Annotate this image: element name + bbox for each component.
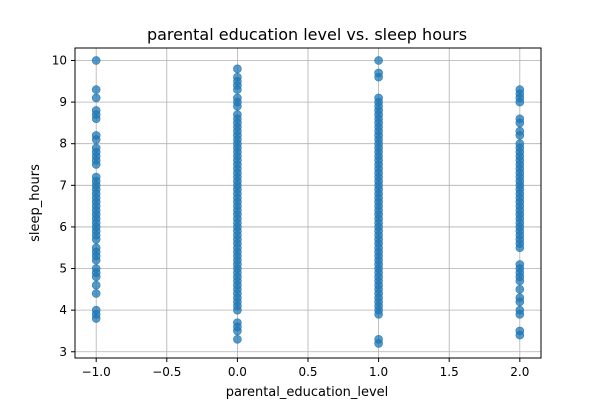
x-tick-label: 1.5	[440, 365, 459, 379]
scatter-point	[91, 235, 101, 244]
scatter-point	[91, 85, 101, 94]
x-tick-label: 0.5	[298, 365, 317, 379]
scatter-point	[515, 118, 525, 128]
scatter-point	[374, 56, 383, 65]
scatter-point	[233, 85, 242, 94]
x-axis-ticks: −1.0 −0.5 0.0 0.5 1.0 1.5 2.0	[82, 358, 529, 379]
scatter-point	[515, 285, 525, 294]
scatter-point	[515, 297, 525, 307]
scatter-point	[515, 330, 525, 340]
scatter-point	[374, 72, 383, 82]
scatter-point	[233, 64, 242, 74]
x-axis-label: parental_education_level	[226, 385, 389, 400]
scatter-point	[91, 280, 101, 290]
x-tick-label: 1.0	[369, 365, 388, 379]
scatter-point	[91, 314, 101, 323]
scatter-point	[91, 93, 101, 103]
scatter-point	[91, 114, 101, 124]
chart-title: parental education level vs. sleep hours	[147, 25, 467, 44]
grid	[75, 48, 541, 358]
scatter-point	[233, 326, 242, 336]
y-tick-label: 8	[59, 137, 67, 151]
scatter-point	[233, 305, 242, 315]
scatter-point	[374, 310, 383, 319]
y-tick-label: 7	[59, 178, 67, 192]
scatter-point	[91, 135, 101, 144]
scatter-point	[233, 101, 242, 111]
scatter-point	[515, 243, 525, 253]
y-tick-label: 5	[59, 262, 67, 276]
scatter-point	[515, 276, 525, 286]
y-tick-label: 9	[59, 95, 67, 109]
scatter-point	[91, 160, 101, 169]
y-tick-label: 3	[59, 345, 67, 359]
scatter-point	[374, 339, 383, 348]
scatter-point	[233, 334, 242, 344]
scatter-point	[515, 97, 525, 107]
scatter-point	[91, 289, 101, 298]
scatter-point	[91, 272, 101, 282]
y-axis-label: sleep_hours	[28, 164, 43, 242]
y-tick-label: 10	[52, 53, 67, 67]
scatter-point	[91, 255, 101, 265]
scatter-point	[91, 56, 101, 65]
data-points	[91, 56, 525, 348]
scatter-point	[515, 310, 525, 319]
y-tick-label: 4	[59, 303, 67, 317]
scatter-point	[515, 131, 525, 140]
y-axis-ticks: 3 4 5 6 7 8 9 10	[52, 53, 75, 359]
x-tick-label: 2.0	[510, 365, 529, 379]
y-tick-label: 6	[59, 220, 67, 234]
x-tick-label: −0.5	[152, 365, 181, 379]
x-tick-label: −1.0	[82, 365, 111, 379]
x-tick-label: 0.0	[228, 365, 247, 379]
